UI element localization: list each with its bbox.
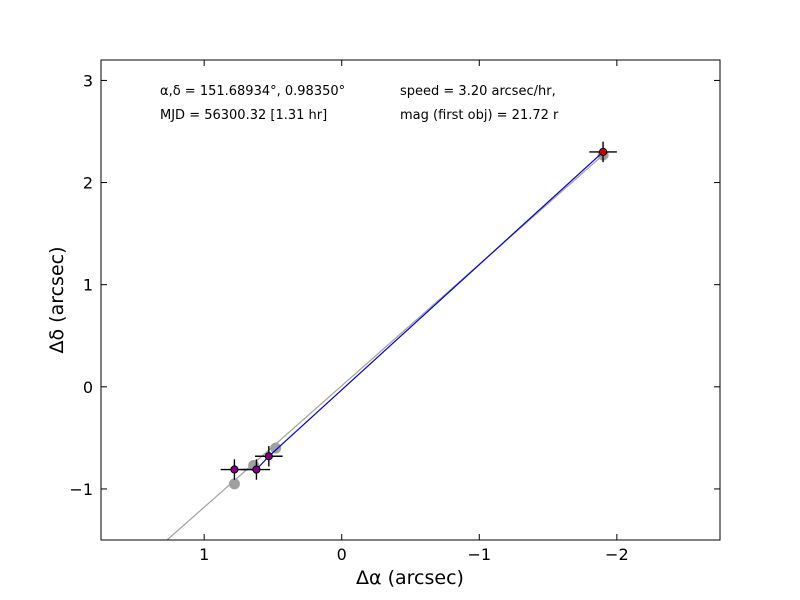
y-tick-label: 2 bbox=[83, 174, 93, 193]
chart-svg: 1 0 −1 −2−10123 α,δ = 151.68934°, 0.98350° … bbox=[0, 0, 800, 600]
x-tick-label: 1 bbox=[199, 545, 209, 564]
annotation-coords: α,δ = 151.68934°, 0.98350° bbox=[160, 84, 345, 99]
x-tick-label: −2 bbox=[605, 545, 629, 564]
y-tick-label: 3 bbox=[83, 71, 93, 90]
predicted-point bbox=[229, 478, 240, 489]
x-tick-label: 0 bbox=[337, 545, 347, 564]
x-axis-title: Δα (arcsec) bbox=[356, 567, 464, 589]
predicted-point bbox=[270, 443, 281, 454]
y-axis-title: Δδ (arcsec) bbox=[46, 246, 68, 353]
annotation-mjd: MJD = 56300.32 [1.31 hr] bbox=[160, 108, 327, 123]
x-tick-label: −1 bbox=[467, 545, 491, 564]
y-tick-label: −1 bbox=[69, 480, 93, 499]
measured-point bbox=[231, 466, 238, 473]
annotation-mag: mag (first obj) = 21.72 r bbox=[400, 108, 559, 123]
measured-point bbox=[253, 466, 260, 473]
measured-point bbox=[265, 453, 272, 460]
y-tick-label: 0 bbox=[83, 378, 93, 397]
plot-area bbox=[101, 60, 720, 540]
y-tick-label: 1 bbox=[83, 276, 93, 295]
last-object-point bbox=[599, 148, 606, 155]
annotation-speed: speed = 3.20 arcsec/hr, bbox=[400, 84, 556, 99]
